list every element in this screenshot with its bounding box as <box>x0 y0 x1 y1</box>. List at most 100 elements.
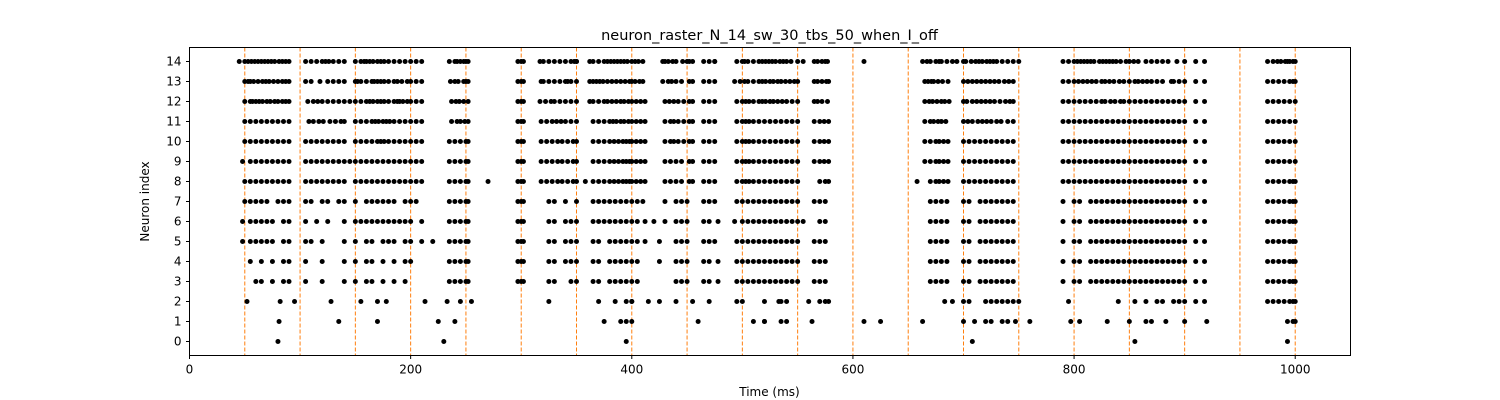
spike-n9-52 <box>616 159 622 164</box>
spike-n10-20 <box>369 139 375 144</box>
spike-n5-75 <box>994 239 1000 244</box>
spike-n7-68 <box>927 199 933 204</box>
spike-n10-76 <box>761 139 767 144</box>
spike-n10-94 <box>966 139 972 144</box>
spike-n5-35 <box>590 239 596 244</box>
spike-n4-28 <box>590 259 596 264</box>
spike-n5-29 <box>520 239 526 244</box>
spike-n10-84 <box>817 139 823 144</box>
spike-n5-104 <box>1276 239 1282 244</box>
spike-n12-37 <box>413 99 419 104</box>
spike-n9-18 <box>352 159 358 164</box>
spike-n13-80 <box>732 79 738 84</box>
spike-n12-138 <box>1171 99 1177 104</box>
spike-n4-46 <box>750 259 756 264</box>
spike-n11-50 <box>601 119 607 124</box>
spike-n7-74 <box>977 199 983 204</box>
spike-n2-31 <box>826 299 832 304</box>
spike-n7-104 <box>1265 199 1271 204</box>
spike-n6-84 <box>1071 219 1077 224</box>
spike-n10-105 <box>1071 139 1077 144</box>
spike-n5-105 <box>1281 239 1287 244</box>
spike-n6-86 <box>1088 219 1094 224</box>
spike-n3-31 <box>623 279 629 284</box>
spike-n14-142 <box>1091 59 1097 64</box>
spike-n8-89 <box>936 179 942 184</box>
spike-n7-6 <box>280 199 286 204</box>
spike-n8-47 <box>582 179 588 184</box>
spike-n11-64 <box>675 119 681 124</box>
spike-n9-16 <box>341 159 347 164</box>
spike-n9-118 <box>1148 159 1154 164</box>
spike-n7-67 <box>822 199 828 204</box>
spike-n12-78 <box>712 99 718 104</box>
spike-n12-114 <box>1003 99 1009 104</box>
spike-n6-85 <box>1077 219 1083 224</box>
spike-n3-4 <box>286 279 292 284</box>
spike-n7-81 <box>1060 199 1066 204</box>
spike-n2-37 <box>988 299 994 304</box>
spike-n9-24 <box>386 159 392 164</box>
spike-n10-0 <box>242 139 248 144</box>
spike-n10-110 <box>1099 139 1105 144</box>
spike-n13-125 <box>1084 79 1090 84</box>
spike-n11-13 <box>327 119 333 124</box>
spike-n9-117 <box>1143 159 1149 164</box>
spike-n13-146 <box>1193 79 1199 84</box>
spike-n5-102 <box>1265 239 1271 244</box>
spike-n3-44 <box>756 279 762 284</box>
spike-n12-100 <box>930 99 936 104</box>
spike-n8-30 <box>446 179 452 184</box>
spike-n4-37 <box>673 259 679 264</box>
spike-n9-89 <box>936 159 942 164</box>
spike-n13-130 <box>1106 79 1112 84</box>
spike-n10-102 <box>1010 139 1016 144</box>
spike-n2-54 <box>1265 299 1271 304</box>
spike-n14-84 <box>701 59 707 64</box>
spike-n3-70 <box>1077 279 1083 284</box>
spike-n9-77 <box>773 159 779 164</box>
spike-n14-74 <box>640 59 646 64</box>
spike-n8-70 <box>734 179 740 184</box>
spike-n7-79 <box>1005 199 1011 204</box>
spike-n6-23 <box>419 219 425 224</box>
spike-n2-0 <box>244 299 250 304</box>
spike-n3-80 <box>1137 279 1143 284</box>
spike-n9-28 <box>408 159 414 164</box>
spike-n5-103 <box>1270 239 1276 244</box>
spike-n9-31 <box>446 159 452 164</box>
spike-n3-58 <box>944 279 950 284</box>
spike-n7-5 <box>275 199 281 204</box>
spike-n10-128 <box>1265 139 1271 144</box>
spike-n5-16 <box>386 239 392 244</box>
spike-n12-13 <box>305 99 311 104</box>
spike-n4-79 <box>1115 259 1121 264</box>
spike-n7-15 <box>363 199 369 204</box>
spike-n8-22 <box>380 179 386 184</box>
y-tick-label-6: 6 <box>174 215 182 229</box>
spike-n14-22 <box>336 59 342 64</box>
spike-n10-47 <box>590 139 596 144</box>
spike-n6-62 <box>773 219 779 224</box>
spike-n5-96 <box>1165 239 1171 244</box>
spike-n8-107 <box>1088 179 1094 184</box>
spike-n3-40 <box>734 279 740 284</box>
spike-n7-69 <box>933 199 939 204</box>
spike-n5-88 <box>1121 239 1127 244</box>
y-tick-label-4: 4 <box>174 255 182 269</box>
spike-n14-118 <box>949 59 955 64</box>
spike-n3-33 <box>634 279 640 284</box>
spike-n12-29 <box>381 99 387 104</box>
spike-n10-113 <box>1115 139 1121 144</box>
spike-n13-106 <box>939 79 945 84</box>
spike-n8-15 <box>336 179 342 184</box>
spike-n9-61 <box>667 159 673 164</box>
spike-n3-11 <box>380 279 386 284</box>
spike-n10-69 <box>712 139 718 144</box>
spike-n9-46 <box>574 159 579 164</box>
spike-n9-116 <box>1137 159 1143 164</box>
spike-n11-104 <box>1010 119 1016 124</box>
spike-n2-45 <box>1132 299 1138 304</box>
spike-n8-2 <box>253 179 259 184</box>
